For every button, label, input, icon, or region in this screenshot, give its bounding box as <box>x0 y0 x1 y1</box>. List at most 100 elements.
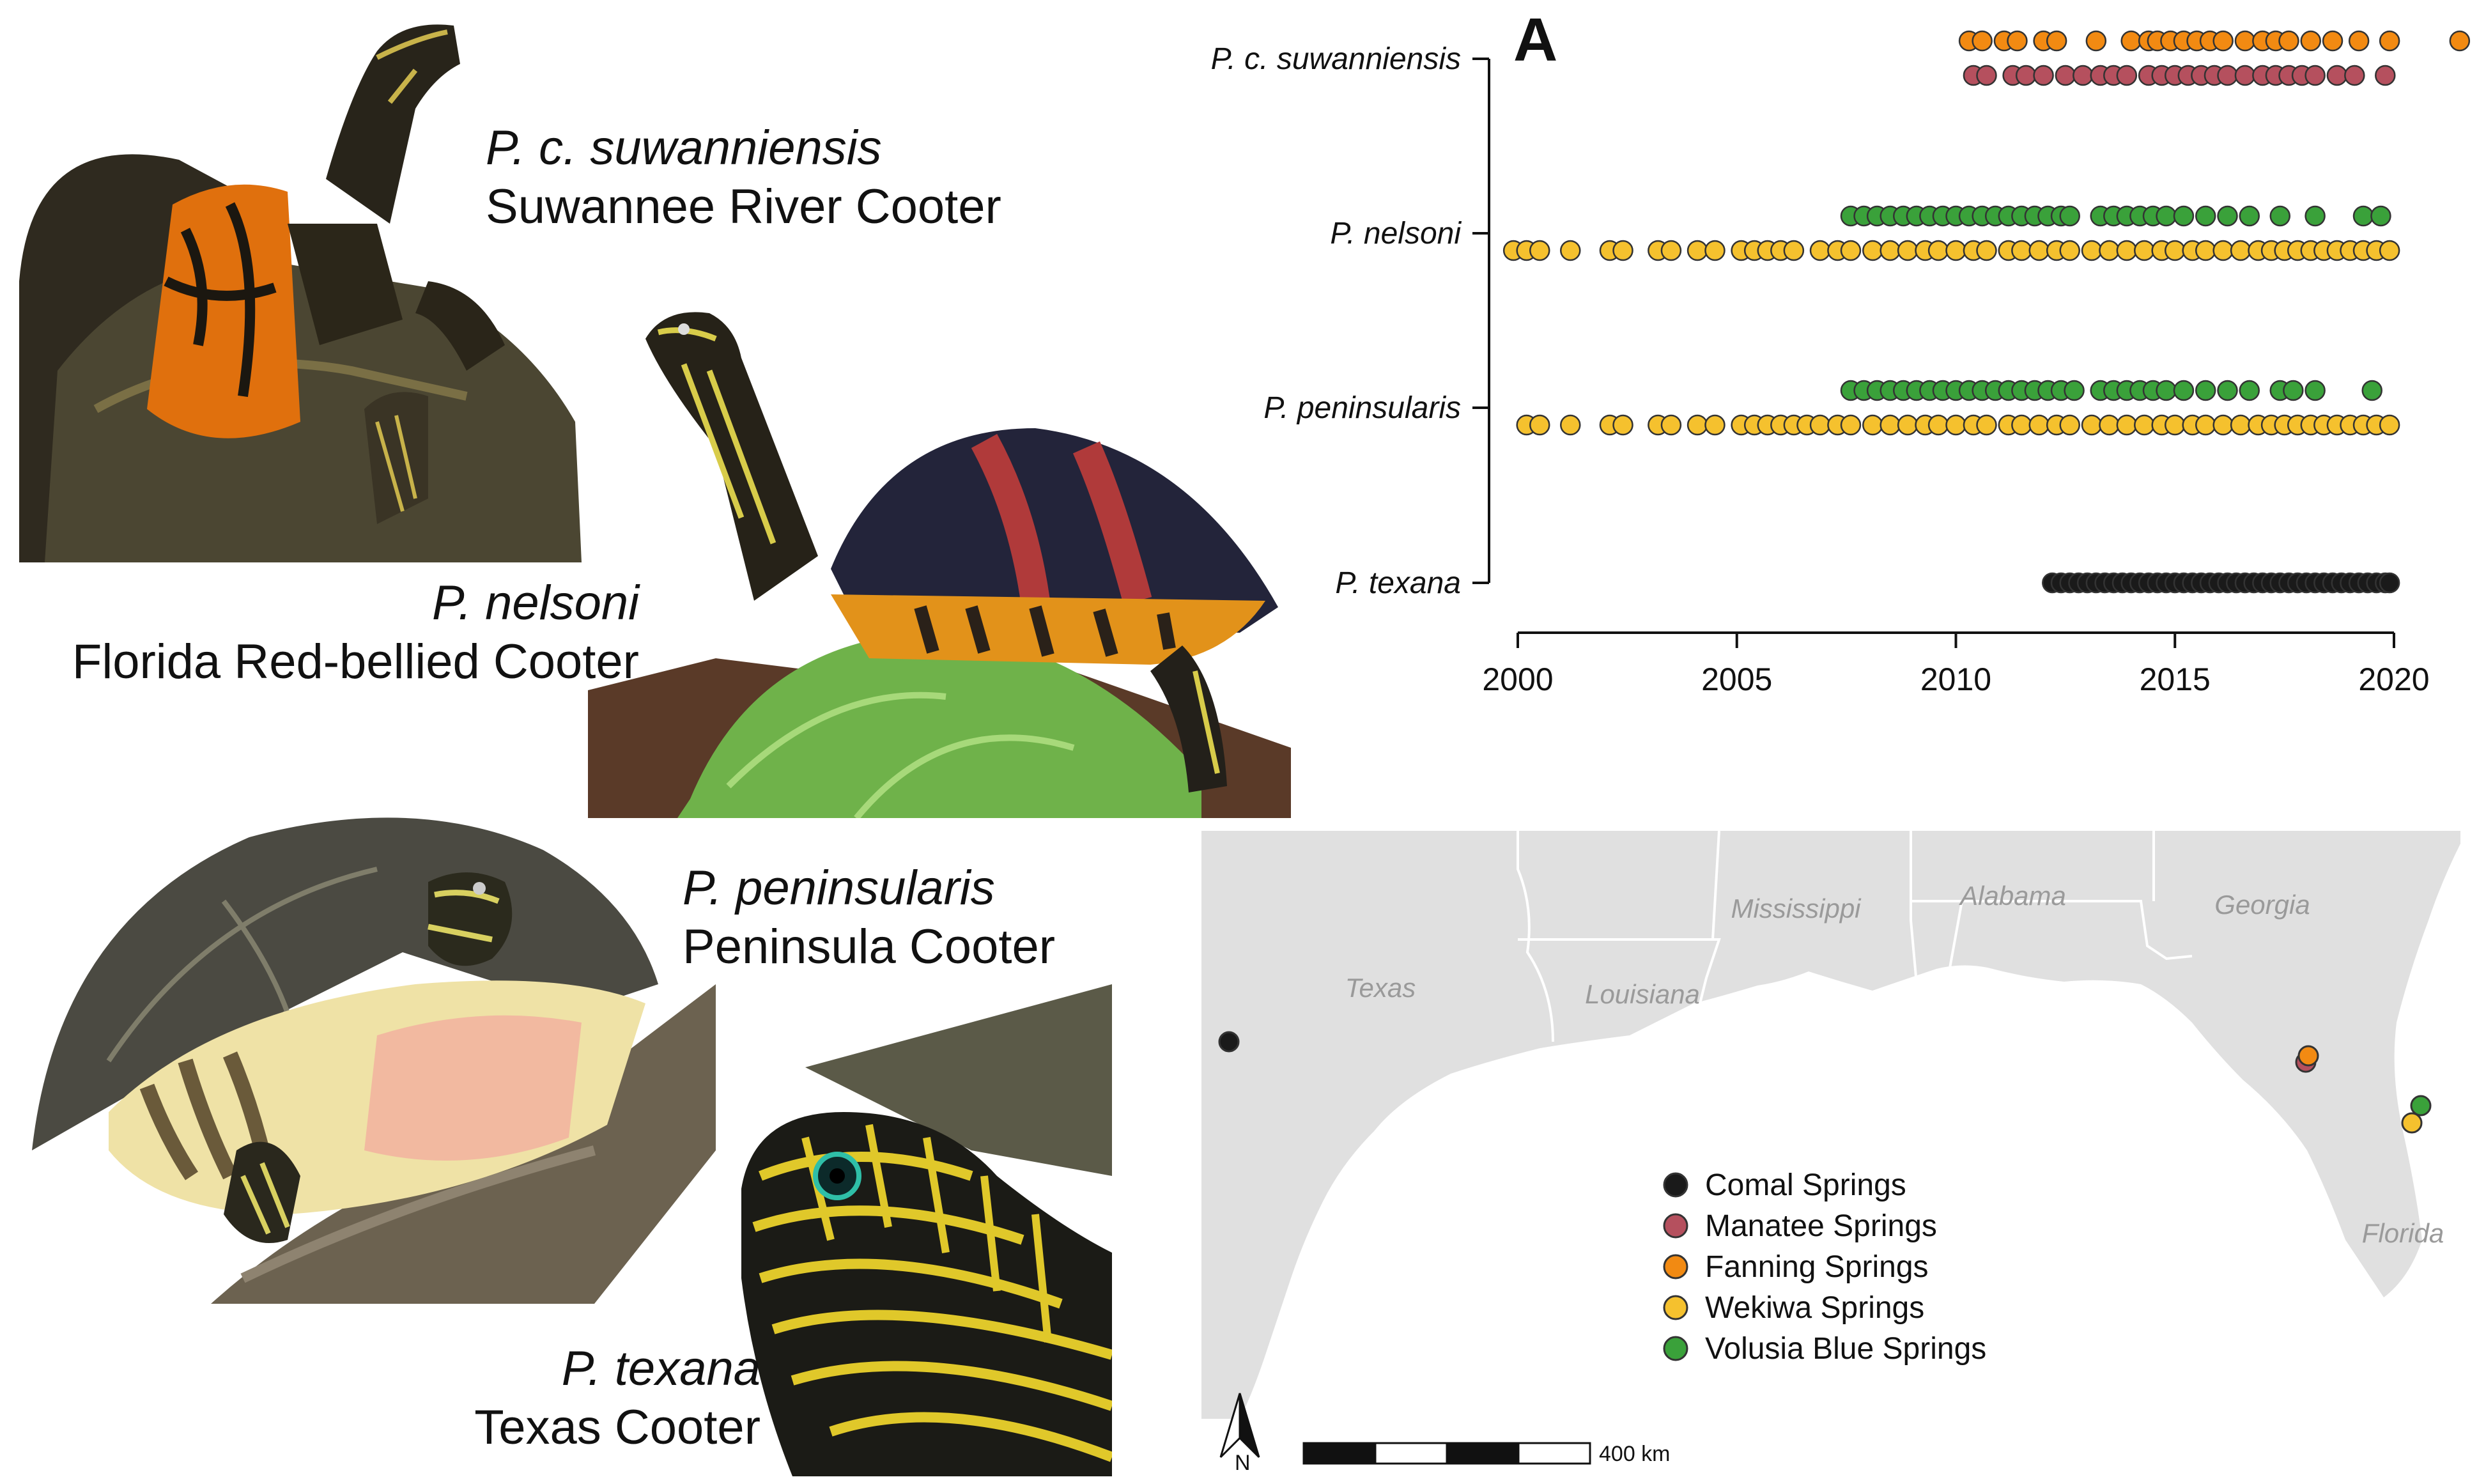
data-point <box>2195 205 2216 227</box>
spring-marker <box>1218 1031 1240 1053</box>
legend-swatch <box>1663 1295 1688 1320</box>
data-point <box>2046 30 2067 52</box>
data-point <box>2173 380 2195 401</box>
data-point <box>1612 240 1633 261</box>
data-point <box>2059 414 2080 436</box>
data-point <box>1704 414 1726 436</box>
data-point <box>1945 414 1966 436</box>
data-point <box>2269 205 2291 227</box>
data-point <box>1927 240 1949 261</box>
data-point <box>2230 414 2251 436</box>
spring-marker <box>2410 1095 2432 1117</box>
data-point <box>2134 240 2155 261</box>
scientific-name: P. c. suwanniensis <box>486 121 882 175</box>
data-point <box>1840 240 1862 261</box>
common-name: Peninsula Cooter <box>683 920 1056 974</box>
data-point <box>2212 414 2234 436</box>
data-point <box>1809 414 1831 436</box>
state-label: Louisiana <box>1585 979 1700 1009</box>
data-point <box>2283 380 2304 401</box>
data-point <box>2217 380 2238 401</box>
legend-label: Fanning Springs <box>1705 1250 1929 1284</box>
spring-marker <box>2401 1112 2423 1134</box>
data-point <box>2156 380 2177 401</box>
data-point <box>2300 30 2322 52</box>
data-point <box>2064 380 2085 401</box>
data-point <box>2116 65 2138 86</box>
data-point <box>2212 240 2234 261</box>
legend-label: Volusia Blue Springs <box>1705 1332 1986 1366</box>
data-point <box>2099 240 2120 261</box>
caption-peninsularis: P. peninsularis Peninsula Cooter <box>683 859 1055 977</box>
data-point <box>2278 30 2299 52</box>
data-point <box>2195 414 2216 436</box>
data-point <box>2011 240 2032 261</box>
data-point <box>1976 240 1997 261</box>
common-name: Suwannee River Cooter <box>486 180 1001 234</box>
data-point <box>2116 240 2138 261</box>
x-tick-label: 2010 <box>1920 661 1991 697</box>
state-label: Alabama <box>1958 881 2066 911</box>
legend-swatch <box>1663 1172 1688 1198</box>
data-point <box>2099 414 2120 436</box>
data-point <box>1976 65 1997 86</box>
data-point <box>1972 30 1993 52</box>
y-tick-label: P. c. suwanniensis <box>1211 42 1461 76</box>
data-point <box>2305 380 2326 401</box>
photo-suwannee-cooter <box>19 24 582 562</box>
data-point <box>2234 30 2256 52</box>
state-label: Georgia <box>2214 890 2310 920</box>
x-tick-label: 2020 <box>2358 661 2429 697</box>
data-point <box>2165 414 2186 436</box>
data-point <box>2322 30 2343 52</box>
x-tick-label: 2000 <box>1482 661 1553 697</box>
land-mass <box>1201 831 2460 1419</box>
data-point <box>2234 65 2256 86</box>
y-tick-label: P. peninsularis <box>1263 391 1461 425</box>
capture-timeline-chart: P. c. suwanniensis P. nelsoni P. peninsula… <box>1211 30 2471 697</box>
springs-location-map: Texas Louisiana Mississippi Alabama Georgia F… <box>1201 831 2460 1475</box>
spring-marker <box>2297 1045 2319 1067</box>
data-point <box>2217 65 2238 86</box>
data-point <box>1897 240 1919 261</box>
data-point <box>2344 65 2365 86</box>
data-point <box>2033 65 2054 86</box>
scale-bar: 400 km <box>1302 1442 1671 1466</box>
data-point <box>2081 414 2103 436</box>
data-point <box>1862 414 1883 436</box>
photo-florida-red-bellied-cooter <box>588 312 1291 818</box>
data-point <box>2055 65 2076 86</box>
scale-label: 400 km <box>1599 1442 1671 1466</box>
data-point <box>2379 414 2400 436</box>
legend-label: Comal Springs <box>1705 1168 1906 1202</box>
scientific-name: P. texana <box>561 1341 760 1396</box>
data-point <box>2195 240 2216 261</box>
data-point <box>1687 414 1708 436</box>
panel-a-label: A <box>1513 6 1558 74</box>
legend-label: Wekiwa Springs <box>1705 1291 1924 1325</box>
data-point <box>2379 572 2400 594</box>
data-point <box>2015 65 2037 86</box>
data-point <box>2165 240 2186 261</box>
data-point <box>1945 240 1966 261</box>
caption-suwannee: P. c. suwanniensis Suwannee River Cooter <box>486 119 1001 236</box>
x-tick-label: 2005 <box>1701 661 1772 697</box>
caption-nelsoni: P. nelsoni Florida Red-bellied Cooter <box>26 574 639 692</box>
data-point <box>2073 65 2094 86</box>
data-point <box>2212 30 2234 52</box>
data-point <box>1704 240 1726 261</box>
data-point <box>2449 30 2471 52</box>
y-tick-label: P. texana <box>1335 566 1461 600</box>
data-point <box>1660 414 1682 436</box>
data-point <box>1809 240 1831 261</box>
data-point <box>2379 240 2400 261</box>
data-point <box>1783 240 1805 261</box>
legend-swatch <box>1663 1254 1688 1279</box>
legend-label: Manatee Springs <box>1705 1209 1937 1243</box>
data-point <box>2011 414 2032 436</box>
photo-texas-cooter <box>741 984 1112 1476</box>
data-point <box>1897 414 1919 436</box>
data-point <box>1529 240 1550 261</box>
north-label: N <box>1235 1451 1251 1475</box>
data-point <box>2007 30 2028 52</box>
